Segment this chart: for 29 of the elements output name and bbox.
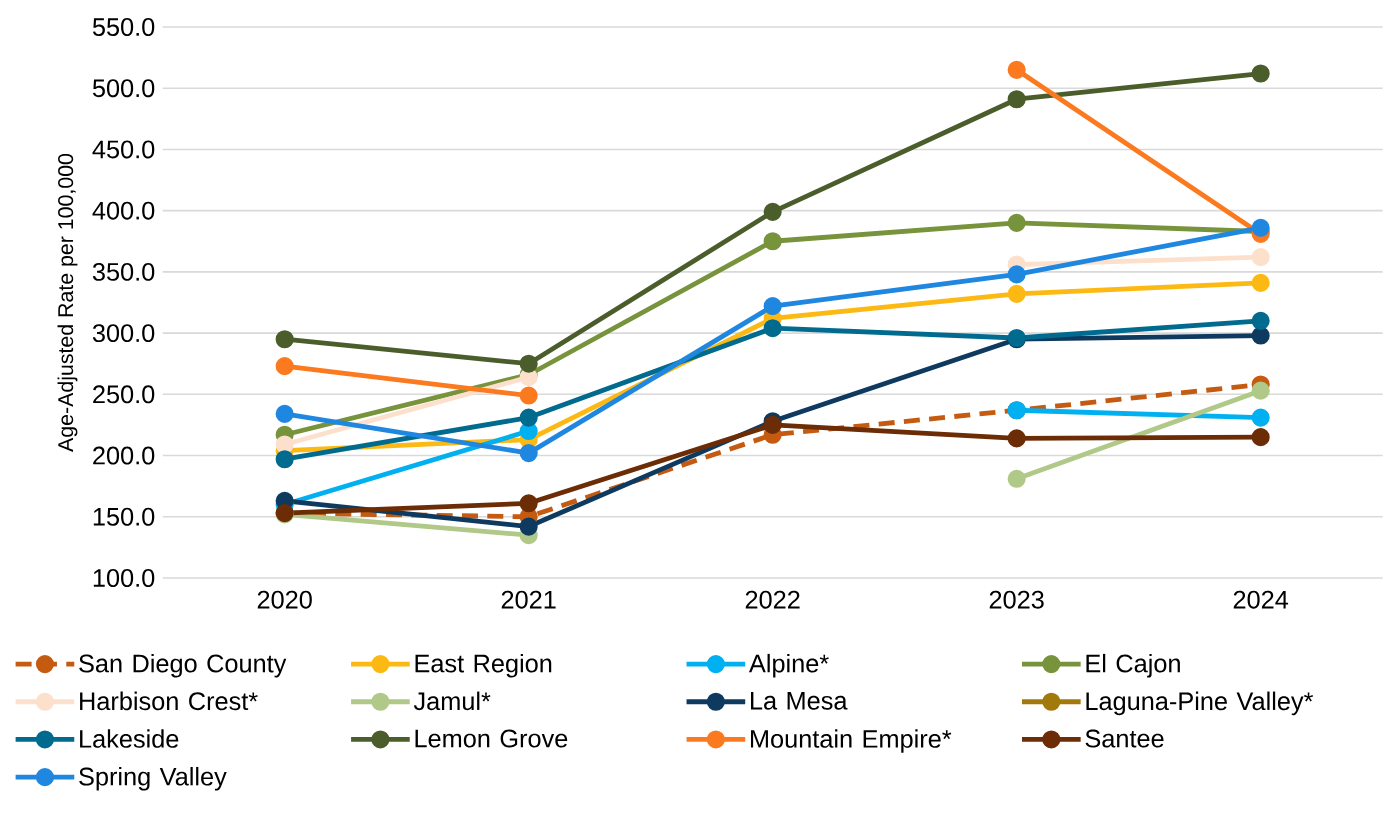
x-tick-label: 2022 xyxy=(745,590,800,609)
y-tick-label: 550.0 xyxy=(92,18,155,36)
y-tick-label: 400.0 xyxy=(92,201,155,220)
legend-label: Lakeside xyxy=(80,729,179,748)
legend-label: East Region xyxy=(415,653,552,678)
y-axis-title: Age-Adjusted Rate per 100,000 xyxy=(57,153,78,452)
x-tick-label: 2020 xyxy=(257,590,312,609)
x-tick-label: 2023 xyxy=(989,590,1044,609)
x-tick-label: 2024 xyxy=(1233,590,1289,609)
legend-label: Harbison Crest* xyxy=(80,691,258,711)
legend-label: Spring Valley xyxy=(79,766,227,791)
legend-label: San Diego County xyxy=(79,653,287,678)
legend-label: La Mesa xyxy=(751,692,848,710)
y-tick-label: 350.0 xyxy=(92,262,155,281)
y-tick-label: 500.0 xyxy=(92,79,155,98)
legend-label: Laguna-Pine Valley* xyxy=(1086,691,1314,716)
y-tick-label: 250.0 xyxy=(93,385,155,404)
x-tick-label: 2021 xyxy=(501,590,556,609)
legend-label: Santee xyxy=(1085,729,1164,748)
legend-label: Alpine* xyxy=(748,653,829,678)
legend-label: Lemon Grove xyxy=(415,729,568,748)
legend-label: Jamul* xyxy=(413,691,491,711)
y-tick-label: 150.0 xyxy=(93,507,155,526)
legend-label: El Cajon xyxy=(1086,653,1180,678)
y-tick-label: 100.0 xyxy=(93,569,155,587)
legend-label: Mountain Empire* xyxy=(751,729,952,753)
y-tick-label: 300.0 xyxy=(92,324,155,343)
y-tick-label: 450.0 xyxy=(92,140,155,159)
y-tick-label: 200.0 xyxy=(93,446,155,465)
